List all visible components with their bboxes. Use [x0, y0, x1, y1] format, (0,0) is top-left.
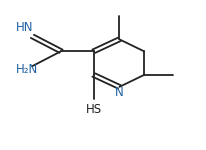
Text: HS: HS	[86, 103, 102, 116]
Text: N: N	[115, 86, 124, 99]
Text: HN: HN	[16, 21, 34, 34]
Text: H₂N: H₂N	[16, 63, 38, 76]
